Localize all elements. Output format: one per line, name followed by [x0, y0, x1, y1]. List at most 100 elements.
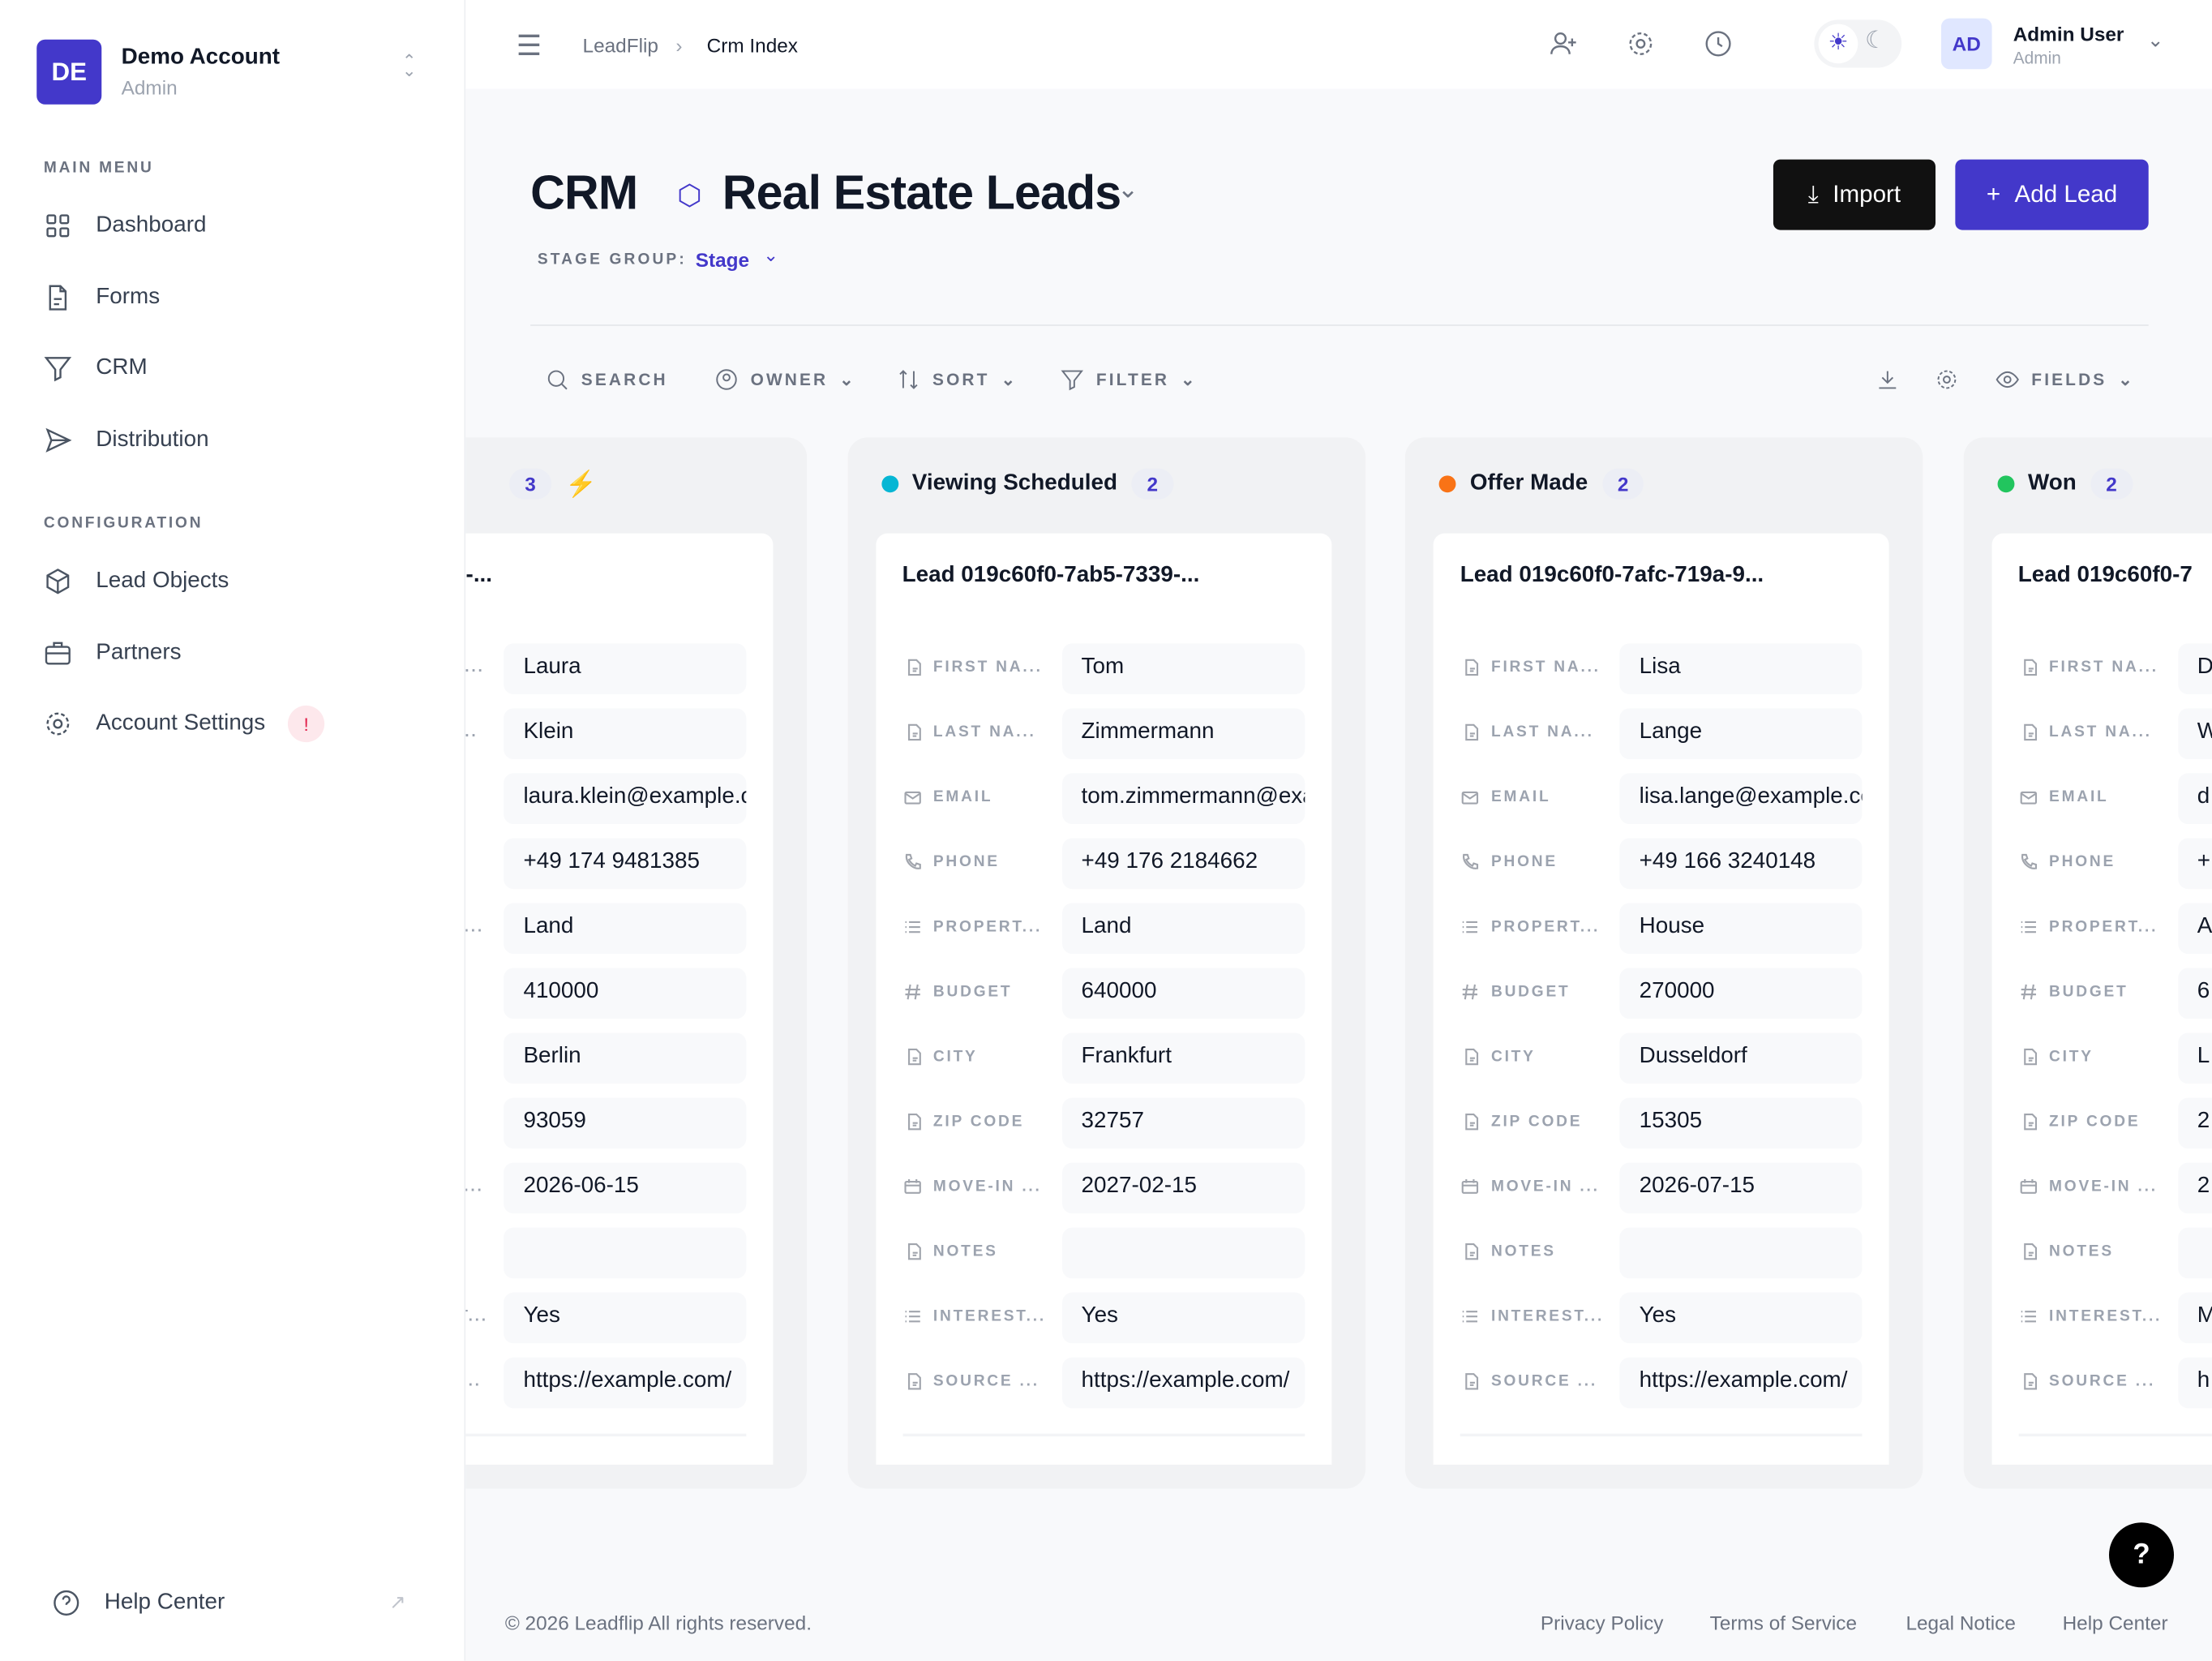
- field-value[interactable]: 6: [2177, 968, 2212, 1019]
- field-value[interactable]: https://example.com/: [504, 1357, 747, 1409]
- field-value[interactable]: laura.klein@example.com: [504, 773, 747, 825]
- lead-card[interactable]: Lead 019c60f0-7a6d-7118-... FIRST NA... La…: [465, 533, 774, 1465]
- settings-icon[interactable]: [1625, 28, 1656, 67]
- field-value[interactable]: 2: [2177, 1097, 2212, 1149]
- field-value[interactable]: 270000: [1619, 968, 1863, 1019]
- lead-title[interactable]: Lead 019c60f0-7: [2017, 563, 2193, 587]
- field-value[interactable]: https://example.com/: [1619, 1357, 1863, 1409]
- stage-count-badge: 2: [1601, 468, 1644, 500]
- add-user-icon[interactable]: [1548, 28, 1579, 67]
- field-value[interactable]: 2026-06-15: [504, 1162, 747, 1214]
- sidebar-item-lead-objects[interactable]: Lead Objects: [42, 556, 437, 607]
- lead-card[interactable]: Lead 019c60f0-7afc-719a-9... FIRST NA... L…: [1433, 533, 1889, 1465]
- account-name[interactable]: Demo Account: [121, 45, 281, 70]
- field-value[interactable]: +49 174 9481385: [504, 838, 747, 890]
- import-button[interactable]: ⤓ Import: [1773, 159, 1936, 230]
- sidebar-item-partners[interactable]: Partners: [42, 628, 437, 679]
- footer-link-help[interactable]: Help Center: [2062, 1611, 2168, 1634]
- field-value[interactable]: Klein: [504, 708, 747, 760]
- sidebar-item-forms[interactable]: Forms: [42, 272, 437, 323]
- footer-link-privacy[interactable]: Privacy Policy: [1540, 1611, 1664, 1634]
- account-avatar[interactable]: DE: [36, 39, 102, 105]
- breadcrumb-home[interactable]: LeadFlip: [582, 33, 658, 57]
- chevron-down-icon[interactable]: ⌄: [2146, 28, 2164, 51]
- field-value[interactable]: [2177, 1227, 2212, 1279]
- filter-dropdown[interactable]: FILTER ⌄: [1060, 367, 1198, 392]
- field-value[interactable]: 2027-02-15: [1061, 1162, 1305, 1214]
- chevron-down-icon[interactable]: ⌄: [1117, 174, 1139, 204]
- add-lead-button[interactable]: + Add Lead: [1955, 159, 2149, 230]
- field-value[interactable]: D: [2177, 643, 2212, 694]
- field-value[interactable]: Lange: [1619, 708, 1863, 760]
- footer-link-legal[interactable]: Legal Notice: [1905, 1611, 2016, 1634]
- field-value[interactable]: Berlin: [504, 1032, 747, 1084]
- field-value[interactable]: Tom: [1061, 643, 1305, 694]
- field-value[interactable]: Land: [1061, 903, 1305, 955]
- fields-dropdown[interactable]: FIELDS ⌄: [1995, 367, 2135, 392]
- help-center-link[interactable]: Help Center: [51, 1577, 446, 1629]
- field-value[interactable]: M: [2177, 1292, 2212, 1344]
- object-selector[interactable]: Real Estate Leads: [722, 166, 1121, 221]
- chevron-down-icon[interactable]: ⌄: [763, 243, 779, 266]
- owner-dropdown[interactable]: OWNER ⌄: [714, 367, 855, 392]
- field-value[interactable]: 2026-07-15: [1619, 1162, 1863, 1214]
- search-button[interactable]: SEARCH: [545, 367, 668, 392]
- field-value[interactable]: [504, 1227, 747, 1279]
- lead-card[interactable]: Lead 019c60f0-7ab5-7339-... FIRST NA... To…: [875, 533, 1331, 1465]
- theme-toggle[interactable]: ☀ ☾: [1814, 19, 1902, 68]
- field-label: NOTES: [1460, 1242, 1615, 1261]
- help-chat-button[interactable]: ?: [2109, 1522, 2175, 1588]
- field-value[interactable]: 15305: [1619, 1097, 1863, 1149]
- field-value[interactable]: h: [2177, 1357, 2212, 1409]
- sidebar-item-distribution[interactable]: Distribution: [42, 415, 437, 466]
- history-icon[interactable]: [1703, 28, 1734, 67]
- field-value[interactable]: 32757: [1061, 1097, 1305, 1149]
- field-value[interactable]: Land: [504, 903, 747, 955]
- field-value[interactable]: Laura: [504, 643, 747, 694]
- field-value[interactable]: [1061, 1227, 1305, 1279]
- user-name[interactable]: Admin User: [2013, 22, 2124, 45]
- field-value[interactable]: +49 166 3240148: [1619, 838, 1863, 890]
- field-value[interactable]: https://example.com/: [1061, 1357, 1305, 1409]
- hash-icon: [1462, 984, 1478, 1000]
- field-value[interactable]: Yes: [504, 1292, 747, 1344]
- field-value[interactable]: Dusseldorf: [1619, 1032, 1863, 1084]
- moon-icon[interactable]: ☾: [1865, 27, 1887, 54]
- user-avatar[interactable]: AD: [1940, 18, 1992, 70]
- field-value[interactable]: W: [2177, 708, 2212, 760]
- field-value[interactable]: L: [2177, 1032, 2212, 1084]
- sidebar-item-account-settings[interactable]: Account Settings!: [42, 699, 437, 750]
- stage-group-select[interactable]: Stage: [695, 248, 750, 272]
- board-settings-button[interactable]: [1934, 367, 1959, 392]
- field-value[interactable]: Yes: [1061, 1292, 1305, 1344]
- lead-title[interactable]: Lead 019c60f0-7ab5-7339-...: [902, 563, 1200, 587]
- sun-icon[interactable]: ☀: [1818, 24, 1858, 64]
- field-value[interactable]: +49 176 2184662: [1061, 838, 1305, 890]
- footer-link-terms[interactable]: Terms of Service: [1709, 1611, 1858, 1634]
- sidebar-item-dashboard[interactable]: Dashboard: [42, 200, 437, 251]
- field-value[interactable]: Frankfurt: [1061, 1032, 1305, 1084]
- field-value[interactable]: tom.zimmermann@example.com: [1061, 773, 1305, 825]
- field-value[interactable]: Zimmermann: [1061, 708, 1305, 760]
- field-value[interactable]: +: [2177, 838, 2212, 890]
- field-value[interactable]: House: [1619, 903, 1863, 955]
- field-value[interactable]: d: [2177, 773, 2212, 825]
- download-button[interactable]: [1875, 367, 1900, 392]
- field-value[interactable]: A: [2177, 903, 2212, 955]
- field-value[interactable]: [1619, 1227, 1863, 1279]
- lead-title[interactable]: Lead 019c60f0-7afc-719a-9...: [1460, 563, 1764, 587]
- breadcrumb-current: Crm Index: [706, 33, 798, 57]
- sidebar-item-crm[interactable]: CRM: [42, 343, 437, 394]
- chevron-updown-icon[interactable]: ⌃ ⌄: [401, 50, 417, 81]
- lead-card[interactable]: Lead 019c60f0-7 FIRST NA...D LAST NA...W EM…: [1991, 533, 2212, 1465]
- field-value[interactable]: 2: [2177, 1162, 2212, 1214]
- field-value[interactable]: lisa.lange@example.com: [1619, 773, 1863, 825]
- field-value[interactable]: 640000: [1061, 968, 1305, 1019]
- lead-title[interactable]: Lead 019c60f0-7a6d-7118-...: [465, 563, 493, 587]
- menu-icon[interactable]: ☰: [516, 31, 542, 62]
- field-value[interactable]: Yes: [1619, 1292, 1863, 1344]
- field-value[interactable]: 93059: [504, 1097, 747, 1149]
- field-value[interactable]: Lisa: [1619, 643, 1863, 694]
- sort-dropdown[interactable]: SORT ⌄: [896, 367, 1018, 392]
- field-value[interactable]: 410000: [504, 968, 747, 1019]
